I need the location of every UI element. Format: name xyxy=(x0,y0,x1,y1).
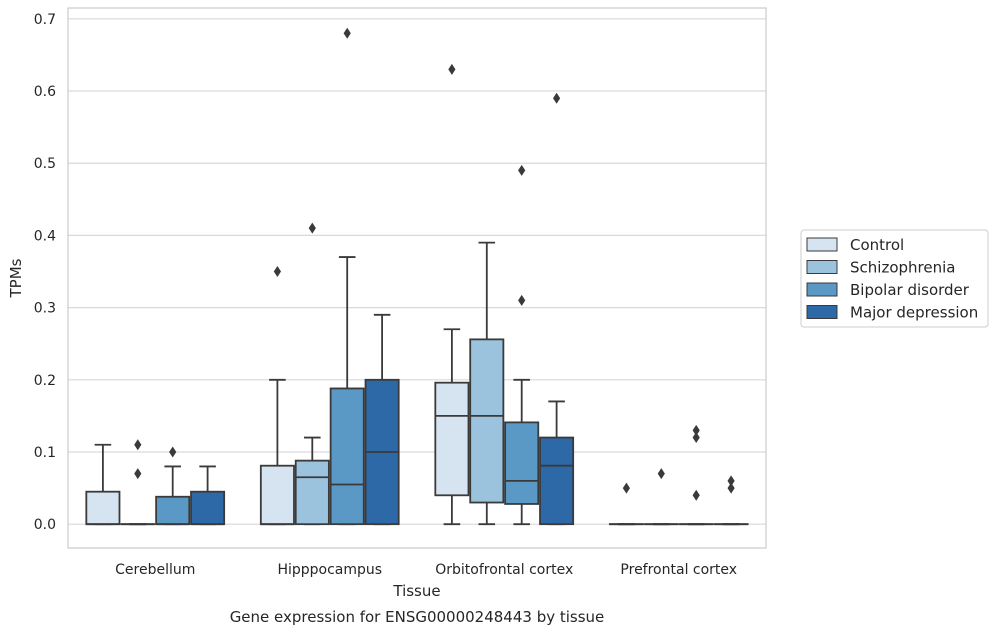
y-tick-label: 0.3 xyxy=(34,301,56,317)
outlier-marker xyxy=(692,489,700,501)
legend-label: Schizophrenia xyxy=(850,259,955,277)
outlier-marker xyxy=(134,468,142,480)
y-tick-label: 0.4 xyxy=(34,228,56,244)
box-iqr xyxy=(504,421,540,505)
figure-caption: Gene expression for ENSG00000248443 by t… xyxy=(230,608,605,626)
box-1-3 xyxy=(364,313,400,526)
y-axis-label: TPMs xyxy=(7,258,25,298)
legend-label: Control xyxy=(850,236,904,254)
y-tick-label: 0.5 xyxy=(34,156,56,172)
outlier-marker xyxy=(657,468,665,480)
legend-label: Major depression xyxy=(850,304,978,322)
box-3-3 xyxy=(713,475,749,526)
x-tick-label: Hipppocampus xyxy=(277,562,382,578)
outlier-marker xyxy=(134,439,142,451)
x-tick-label: Prefrontal cortex xyxy=(620,562,737,578)
plot-area-frame xyxy=(67,7,767,549)
legend: Control Schizophrenia Bipolar disorder Majo… xyxy=(800,229,989,328)
box-iqr xyxy=(434,381,470,497)
outlier-marker xyxy=(169,446,177,458)
box-2-1 xyxy=(469,241,505,526)
box-iqr xyxy=(469,338,505,504)
box-series xyxy=(85,27,749,526)
box-iqr xyxy=(190,490,226,526)
box-2-3 xyxy=(539,92,575,526)
outlier-marker xyxy=(448,63,456,75)
outlier-marker xyxy=(692,424,700,436)
box-1-1 xyxy=(294,222,330,526)
box-3-0 xyxy=(608,482,644,526)
box-1-2 xyxy=(329,27,365,526)
box-3-2 xyxy=(678,424,714,526)
y-tick-label: 0.2 xyxy=(34,373,56,389)
outlier-marker xyxy=(553,92,561,104)
y-tick-label: 0.6 xyxy=(34,84,56,100)
legend-label: Bipolar disorder xyxy=(850,281,970,299)
box-iqr xyxy=(155,495,191,526)
x-tick-label: Orbitofrontal cortex xyxy=(435,562,573,578)
outlier-marker xyxy=(273,266,281,278)
box-0-3 xyxy=(190,465,226,526)
outlier-marker xyxy=(692,432,700,444)
legend-swatch xyxy=(806,260,838,274)
y-tick-label: 0.1 xyxy=(34,445,56,461)
y-axis-ticks: 0.0 0.1 0.2 0.3 0.4 0.5 0.6 0.7 xyxy=(34,12,56,533)
box-iqr xyxy=(294,459,330,526)
x-tick-label: Cerebellum xyxy=(115,562,195,578)
y-tick-label: 0.7 xyxy=(34,12,56,28)
box-iqr xyxy=(259,464,295,526)
box-0-1 xyxy=(120,439,156,526)
legend-swatch xyxy=(806,305,838,319)
outlier-marker xyxy=(518,164,526,176)
outlier-marker xyxy=(343,27,351,39)
x-axis-ticks: Cerebellum Hipppocampus Orbitofrontal cort… xyxy=(115,562,737,578)
y-tick-label: 0.0 xyxy=(34,517,56,533)
box-iqr xyxy=(539,436,575,526)
legend-swatch xyxy=(806,282,838,297)
outlier-marker xyxy=(518,294,526,306)
x-axis-label: Tissue xyxy=(392,582,440,600)
box-0-0 xyxy=(85,443,121,526)
box-3-1 xyxy=(643,468,679,526)
box-1-0 xyxy=(259,266,295,526)
gridlines xyxy=(68,18,766,525)
legend-frame xyxy=(800,229,989,328)
outlier-marker xyxy=(308,222,316,234)
box-iqr xyxy=(85,490,121,526)
outlier-marker xyxy=(622,482,630,494)
outlier-marker xyxy=(727,475,735,487)
legend-swatch xyxy=(806,237,838,252)
outlier-marker xyxy=(727,482,735,494)
box-iqr xyxy=(329,387,365,526)
box-2-0 xyxy=(434,63,470,526)
box-0-2 xyxy=(155,446,191,526)
box-2-2 xyxy=(504,164,540,526)
